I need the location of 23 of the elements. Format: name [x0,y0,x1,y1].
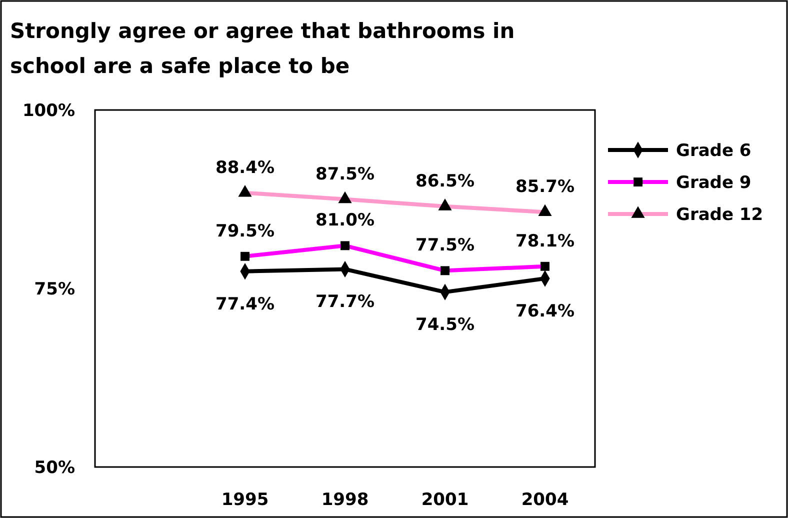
data-label: 85.7% [516,177,574,198]
y-tick-label: 50% [34,458,75,478]
data-label: 74.5% [416,315,474,336]
chart-title: Strongly agree or agree that bathrooms in school are a safe place to be [10,19,515,78]
x-tick-label: 2004 [521,490,569,510]
y-tick-label: 100% [22,101,75,121]
legend-label: Grade 12 [676,205,764,225]
data-label: 88.4% [216,158,274,178]
x-tick-label: 1995 [221,490,269,510]
data-label: 87.5% [316,164,374,184]
data-label: 78.1% [516,231,574,252]
y-tick-label: 75% [34,280,75,300]
data-label: 77.7% [316,292,374,312]
data-label: 77.4% [216,294,274,314]
data-label: 77.5% [416,236,474,256]
legend-label: Grade 6 [676,141,752,161]
data-label: 81.0% [316,210,374,231]
legend-label: Grade 9 [676,173,752,193]
data-label: 76.4% [516,302,574,322]
x-tick-label: 2001 [421,490,469,510]
x-tick-label: 1998 [321,490,369,510]
data-label: 86.5% [416,171,474,192]
data-label: 79.5% [216,221,274,242]
